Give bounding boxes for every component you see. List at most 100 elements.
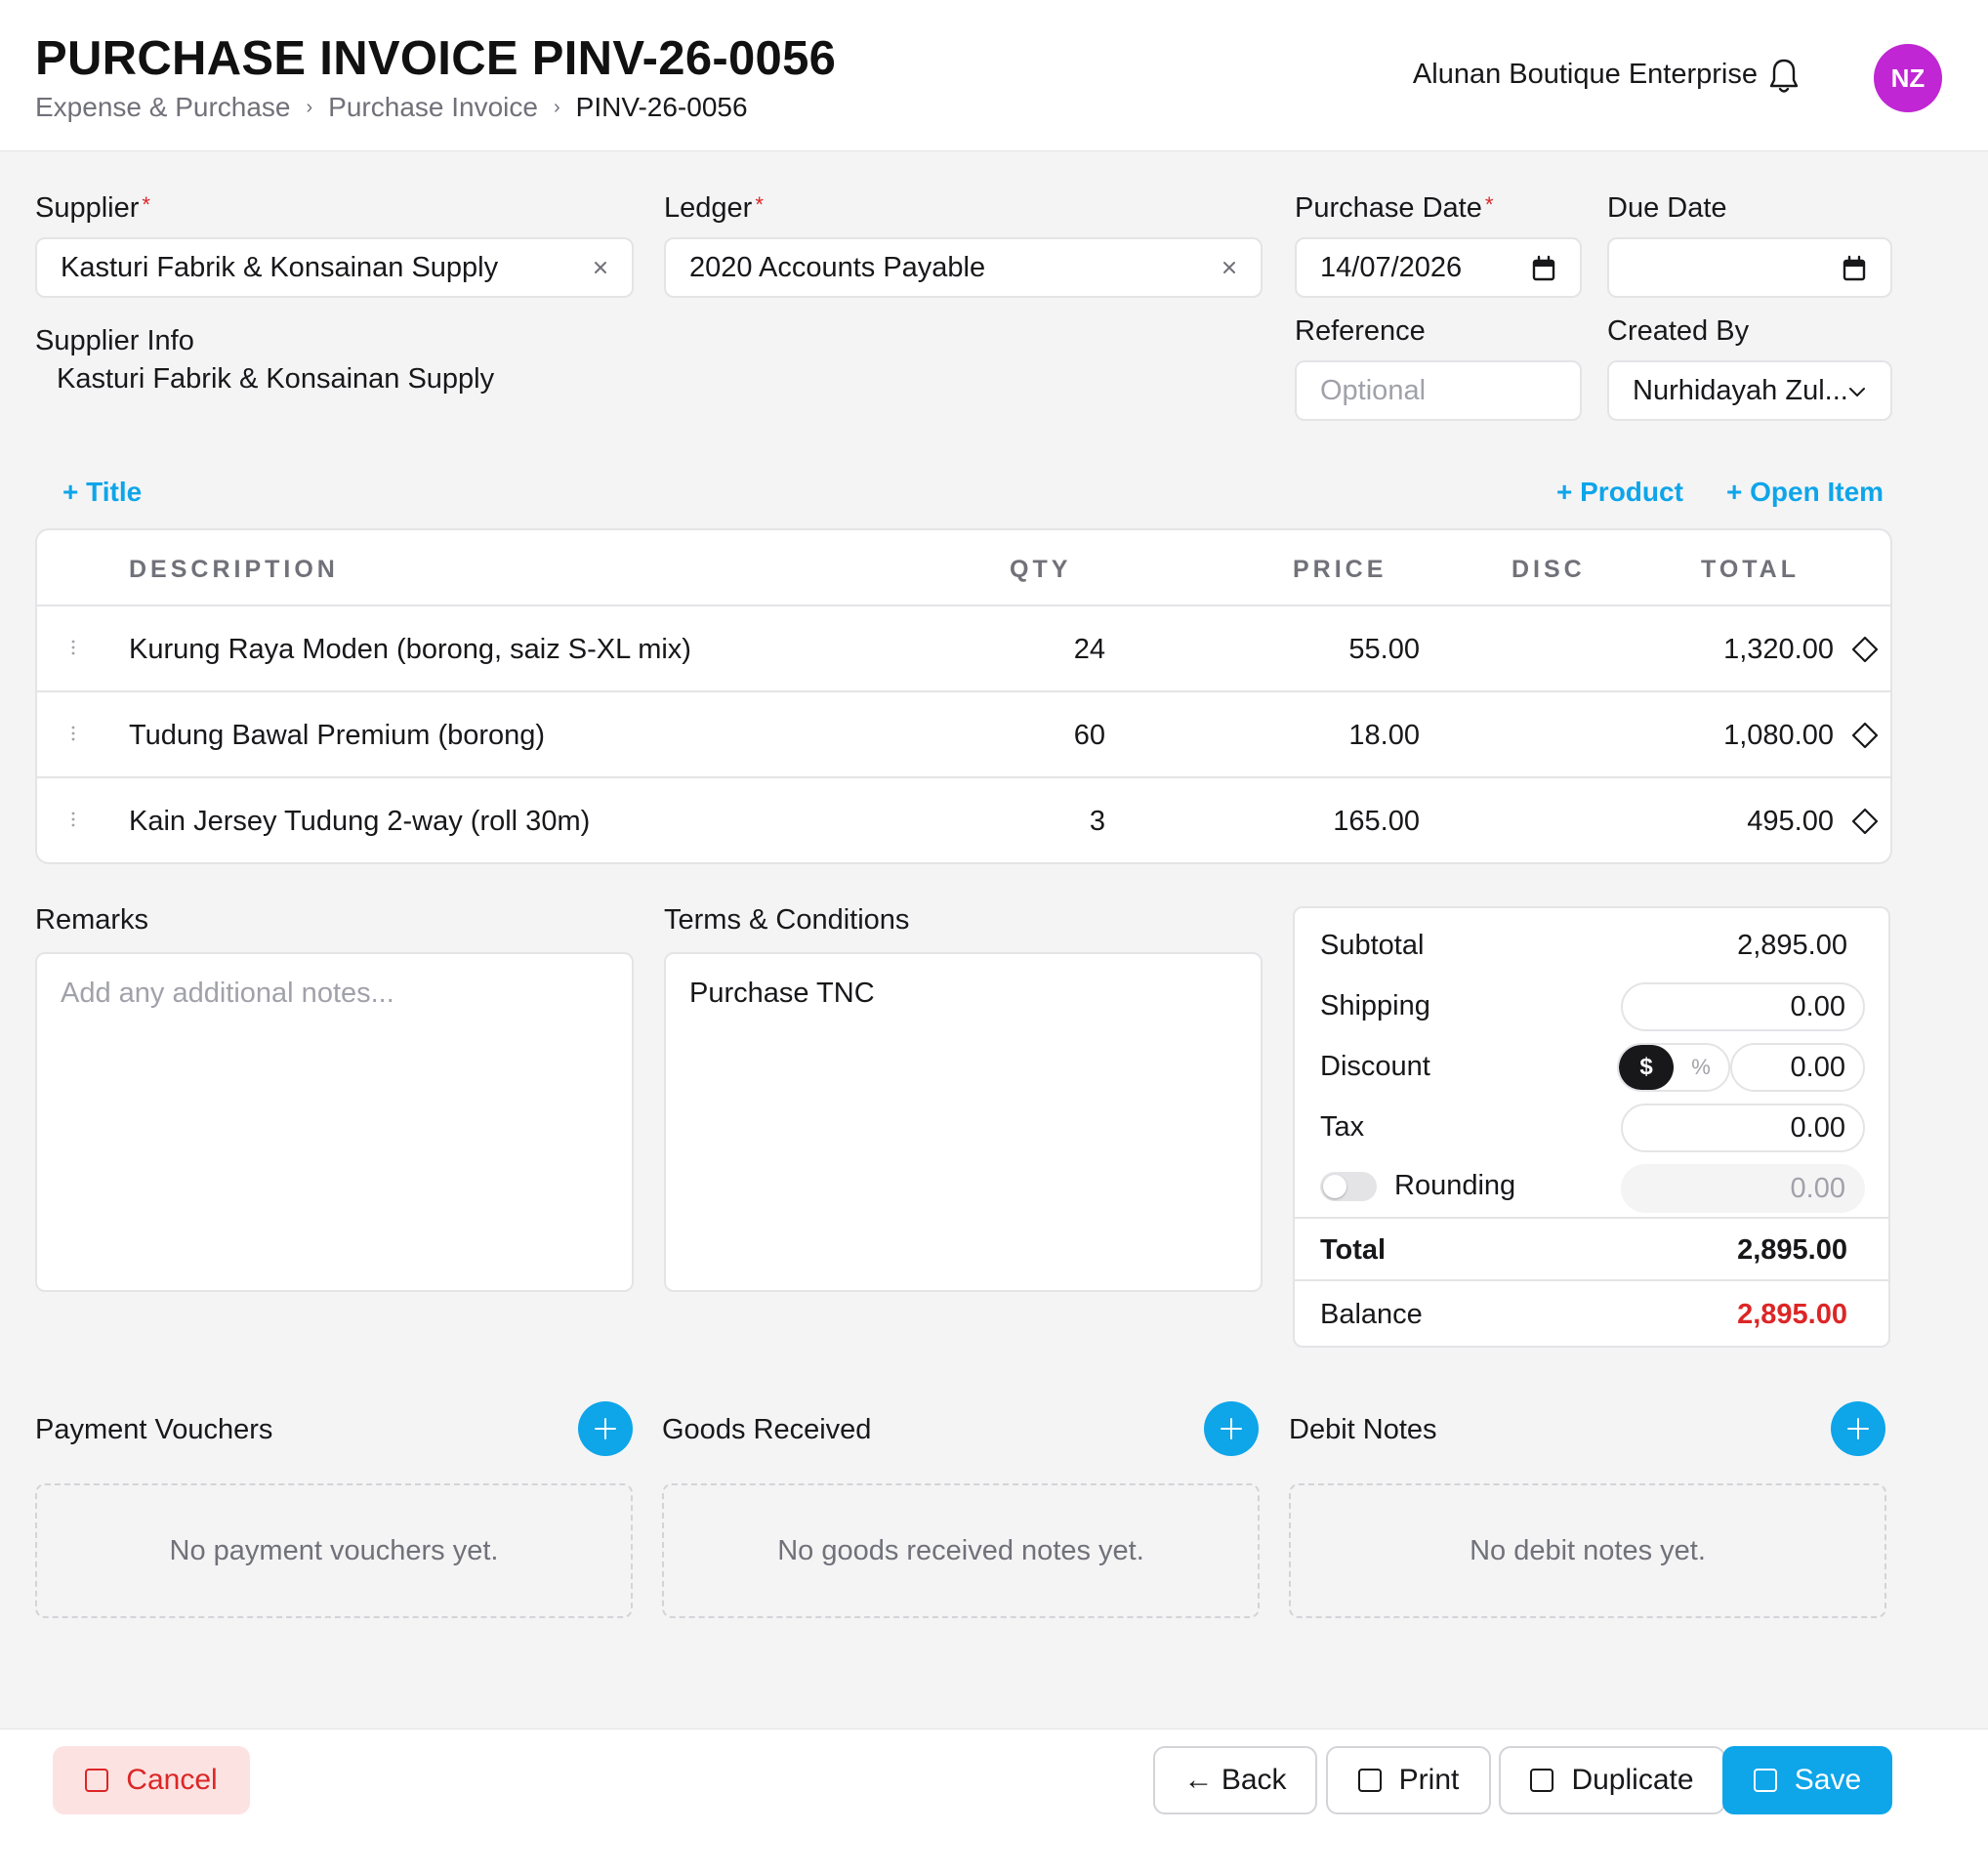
cancel-button[interactable]: Cancel	[53, 1746, 250, 1814]
supplier-select[interactable]: Kasturi Fabrik & Konsainan Supply	[35, 237, 634, 298]
rounding-input: 0.00	[1621, 1164, 1865, 1213]
ledger-select[interactable]: 2020 Accounts Payable	[664, 237, 1263, 298]
created-by-value: Nurhidayah Zul...	[1633, 374, 1848, 406]
shipping-label: Shipping	[1320, 990, 1430, 1021]
required-mark: *	[1484, 192, 1494, 217]
calendar-icon[interactable]	[1531, 255, 1556, 282]
breadcrumb-separator-icon: ›	[553, 96, 560, 118]
add-open-item-button[interactable]: + Open Item	[1726, 477, 1884, 507]
chevron-down-icon	[1849, 388, 1865, 396]
debit-notes-empty: No debit notes yet.	[1289, 1483, 1886, 1618]
tax-input[interactable]: 0.00	[1621, 1104, 1865, 1152]
row-total: 1,320.00	[1723, 634, 1834, 665]
supplier-label: Supplier *	[35, 192, 150, 224]
created-by-label: Created By	[1607, 315, 1750, 347]
payment-vouchers-title: Payment Vouchers	[35, 1414, 273, 1445]
add-goods-received-button[interactable]	[1204, 1401, 1259, 1456]
subtotal-value: 2,895.00	[1737, 930, 1847, 961]
plus-icon	[595, 1418, 616, 1439]
table-row[interactable]: Kain Jersey Tudung 2-way (roll 30m) 3 16…	[37, 778, 1890, 862]
goods-received-empty: No goods received notes yet.	[662, 1483, 1260, 1618]
shipping-input[interactable]: 0.00	[1621, 982, 1865, 1031]
terms-textarea[interactable]: Purchase TNC	[664, 952, 1263, 1292]
add-payment-voucher-button[interactable]	[578, 1401, 633, 1456]
diamond-icon[interactable]	[1851, 808, 1879, 835]
reference-input[interactable]: Optional	[1295, 360, 1582, 421]
remarks-placeholder: Add any additional notes...	[61, 978, 394, 1009]
terms-label: Terms & Conditions	[664, 904, 910, 936]
drag-handle-icon[interactable]	[68, 810, 78, 829]
row-total: 1,080.00	[1723, 720, 1834, 751]
plus-icon	[1847, 1418, 1869, 1439]
discount-mode-amount[interactable]: $	[1619, 1045, 1674, 1090]
created-by-select[interactable]: Nurhidayah Zul...	[1607, 360, 1892, 421]
company-name[interactable]: Alunan Boutique Enterprise	[1412, 59, 1758, 90]
discount-mode-percent[interactable]: %	[1691, 1055, 1711, 1079]
row-total: 495.00	[1747, 806, 1834, 837]
breadcrumb-item-purchase-invoice[interactable]: Purchase Invoice	[328, 92, 538, 122]
cancel-icon	[85, 1769, 109, 1792]
supplier-info-value: Kasturi Fabrik & Konsainan Supply	[57, 363, 495, 395]
row-price[interactable]: 55.00	[1348, 634, 1420, 665]
table-row[interactable]: Tudung Bawal Premium (borong) 60 18.00 1…	[37, 692, 1890, 778]
rounding-toggle[interactable]	[1320, 1172, 1377, 1201]
row-price[interactable]: 18.00	[1348, 720, 1420, 751]
clear-ledger-icon[interactable]	[1220, 258, 1239, 277]
diamond-icon[interactable]	[1851, 722, 1879, 749]
row-qty[interactable]: 60	[1073, 720, 1105, 751]
table-header: DESCRIPTION QTY PRICE DISC TOTAL	[37, 530, 1890, 606]
drag-handle-icon[interactable]	[68, 724, 78, 743]
rounding-label: Rounding	[1394, 1170, 1516, 1201]
purchase-date-input[interactable]: 14/07/2026	[1295, 237, 1582, 298]
discount-input[interactable]: 0.00	[1730, 1043, 1865, 1092]
summary-divider	[1295, 1279, 1888, 1281]
breadcrumb-item-expense[interactable]: Expense & Purchase	[35, 92, 291, 122]
add-product-button[interactable]: + Product	[1556, 477, 1683, 507]
diamond-icon[interactable]	[1851, 636, 1879, 663]
column-qty: QTY	[1010, 556, 1072, 583]
supplier-info-label: Supplier Info	[35, 325, 194, 356]
duplicate-button[interactable]: Duplicate	[1499, 1746, 1725, 1814]
bell-icon[interactable]	[1768, 57, 1800, 96]
add-debit-note-button[interactable]	[1831, 1401, 1885, 1456]
calendar-icon[interactable]	[1842, 255, 1867, 282]
line-items-table: DESCRIPTION QTY PRICE DISC TOTAL Kurung …	[35, 528, 1892, 864]
required-mark: *	[755, 192, 764, 217]
summary-divider	[1295, 1217, 1888, 1219]
row-price[interactable]: 165.00	[1333, 806, 1420, 837]
page-title: PURCHASE INVOICE PINV-26-0056	[35, 32, 837, 85]
back-button[interactable]: ← Back	[1153, 1746, 1317, 1814]
row-description[interactable]: Kain Jersey Tudung 2-way (roll 30m)	[129, 806, 591, 837]
breadcrumb: Expense & Purchase › Purchase Invoice › …	[35, 92, 748, 123]
row-description[interactable]: Tudung Bawal Premium (borong)	[129, 720, 546, 751]
summary-panel: Subtotal 2,895.00 Shipping 0.00 Discount…	[1293, 906, 1890, 1348]
save-icon	[1753, 1769, 1777, 1792]
save-button[interactable]: Save	[1722, 1746, 1892, 1814]
table-row[interactable]: Kurung Raya Moden (borong, saiz S-XL mix…	[37, 606, 1890, 692]
column-description: DESCRIPTION	[129, 556, 339, 583]
row-qty[interactable]: 24	[1073, 634, 1105, 665]
total-label: Total	[1320, 1234, 1387, 1266]
print-button[interactable]: Print	[1326, 1746, 1491, 1814]
column-total: TOTAL	[1701, 556, 1801, 583]
balance-value: 2,895.00	[1737, 1299, 1847, 1330]
debit-notes-title: Debit Notes	[1289, 1414, 1437, 1445]
column-disc: DISC	[1512, 556, 1586, 583]
breadcrumb-item-current: PINV-26-0056	[575, 92, 748, 122]
remarks-textarea[interactable]: Add any additional notes...	[35, 952, 634, 1292]
footer-bar: Cancel ← Back Print Duplicate Save	[0, 1729, 1988, 1875]
ledger-value: 2020 Accounts Payable	[689, 251, 986, 283]
column-price: PRICE	[1293, 556, 1387, 583]
due-date-label: Due Date	[1607, 192, 1727, 224]
discount-mode-toggle[interactable]: $ %	[1617, 1043, 1730, 1092]
drag-handle-icon[interactable]	[68, 638, 78, 657]
row-description[interactable]: Kurung Raya Moden (borong, saiz S-XL mix…	[129, 634, 691, 665]
reference-label: Reference	[1295, 315, 1426, 347]
clear-supplier-icon[interactable]	[591, 258, 610, 277]
due-date-input[interactable]	[1607, 237, 1892, 298]
row-qty[interactable]: 3	[1089, 806, 1105, 837]
required-mark: *	[142, 192, 150, 217]
add-title-button[interactable]: + Title	[62, 477, 143, 507]
subtotal-label: Subtotal	[1320, 930, 1425, 961]
avatar[interactable]: NZ	[1874, 44, 1942, 112]
